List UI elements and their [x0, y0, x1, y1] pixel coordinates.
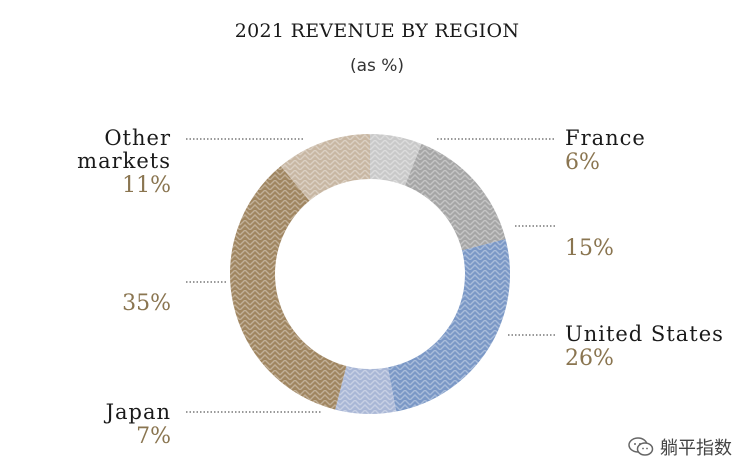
slice-texture-japan	[335, 366, 397, 415]
label-france-name: France	[565, 126, 646, 150]
label-other-markets: Other markets 11%	[77, 126, 171, 198]
slice-texture-asia-excl-japan	[229, 166, 347, 410]
label-japan-pct: 7%	[136, 424, 171, 449]
chart-subtitle: (as %)	[349, 56, 405, 76]
slice-texture-europe-excl-france	[404, 143, 506, 251]
label-other-line2: markets	[77, 149, 171, 173]
label-france: France 6%	[565, 126, 646, 175]
label-other-pct: 11%	[122, 173, 171, 198]
wechat-icon	[628, 437, 654, 456]
label-asia: 35%	[122, 268, 171, 315]
label-france-pct: 6%	[565, 150, 600, 175]
label-us-name: United States	[565, 322, 724, 346]
label-united-states: United States 26%	[565, 322, 724, 371]
slice-texture-united-states	[387, 239, 510, 412]
watermark: 躺平指数	[628, 434, 732, 460]
chart-title: 2021 REVENUE BY REGION	[234, 20, 520, 42]
label-japan-name: Japan	[105, 400, 171, 424]
slice-texture-other-markets	[280, 134, 370, 201]
label-japan: Japan 7%	[105, 400, 171, 449]
label-europe-pct: 15%	[565, 236, 614, 261]
label-asia-pct: 35%	[122, 291, 171, 316]
label-europe: 15%	[565, 213, 614, 260]
label-other-line1: Other	[104, 126, 171, 150]
watermark-text: 躺平指数	[660, 438, 732, 459]
label-us-pct: 26%	[565, 346, 614, 371]
slice-texture-france	[370, 134, 422, 186]
